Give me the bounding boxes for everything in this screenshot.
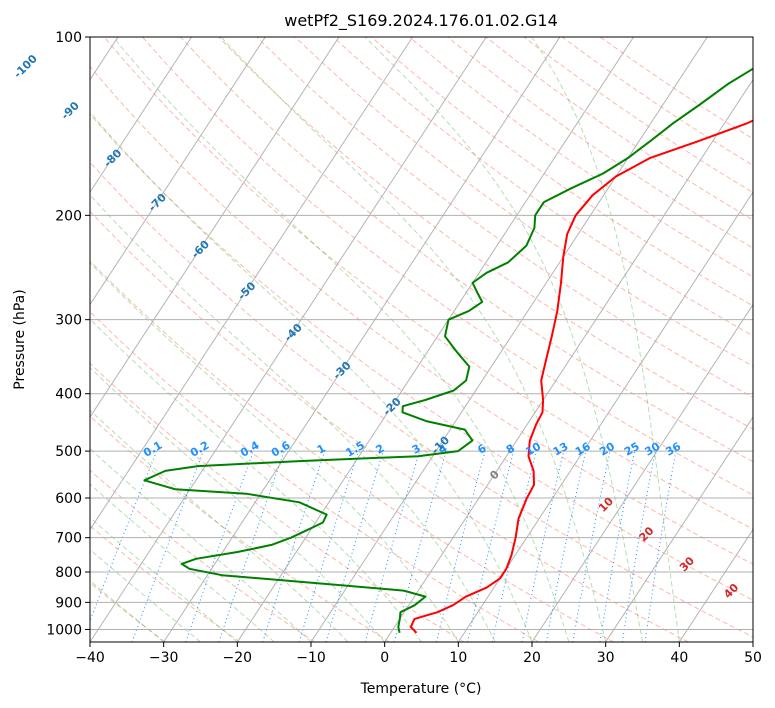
moist-adiabat-line [531,37,680,642]
isotherm-line [90,37,414,531]
y-tick-label: 900 [55,595,82,611]
dry-adiabat-line [103,37,753,530]
x-tick-label: 40 [670,650,688,666]
moist-adiabat-line [90,483,275,642]
moist-adiabat-line [364,37,643,642]
moist-adiabat-line [90,448,312,642]
isotherm-line [163,37,561,642]
moist-adiabat-line [112,37,570,642]
background-lines [90,37,753,642]
dry-adiabat-line [90,260,614,642]
chart-title: wetPf2_S169.2024.176.01.02.G14 [284,11,558,31]
isotherm-line [90,37,266,306]
y-tick-label: 1000 [46,622,82,638]
x-tick-label: 30 [597,650,615,666]
y-tick-label: 400 [55,387,82,403]
mixing-ratio-line [467,450,515,642]
isotherm-line [310,37,708,642]
mixing-ratio-line [364,450,421,642]
mixing-ratio-line [185,450,254,642]
dry-adiabat-line [90,582,166,642]
dry-adiabat-line [90,310,540,642]
mixing-ratio-line [491,450,537,642]
y-axis-label: Pressure (hPa) [12,289,28,389]
isotherm-line [531,303,753,642]
moist-adiabat-line [90,111,533,642]
axis-ticks: −40 −30 −20 −10 0 10 20 30 40 50 100 200 300 400 500 60… [46,30,762,666]
moist-adiabat-line [220,37,607,642]
x-tick-label: 50 [744,650,762,666]
isotherm-label: -90 [59,99,82,122]
plot-frame [89,36,754,643]
x-tick-label: −10 [296,650,326,666]
y-tick-label: 800 [55,565,82,581]
mixing-ratio-line [435,450,486,642]
moist-adiabat-line [90,516,238,642]
x-tick-label: −30 [149,650,179,666]
isotherm-line [90,37,193,194]
isotherm-line [236,37,635,642]
dry-adiabat-line [142,37,753,496]
y-tick-label: 100 [55,30,82,46]
x-axis-label: Temperature (°C) [360,681,482,697]
isotherm-line [457,191,753,642]
isotherm-line [752,641,753,642]
y-tick-label: 700 [55,531,82,547]
dry-adiabat-line [180,37,753,463]
isotherm-line [605,416,753,642]
dry-adiabat-line [90,362,465,642]
x-tick-label: −20 [223,650,253,666]
isotherm-line [678,528,753,642]
temperature-profile-line [409,119,753,634]
dry-adiabat-line [90,469,315,642]
isotherm-line [384,78,753,642]
y-tick-label: 600 [55,491,82,507]
mixing-ratio-line [325,450,384,642]
moist-adiabat-line [90,261,459,642]
dry-adiabat-line [294,37,753,367]
x-tick-label: 10 [449,650,467,666]
profile-lines [143,67,753,634]
plot-background [90,37,753,642]
moist-adiabat-line [90,409,349,642]
isotherm-line [90,37,487,642]
mixing-ratio-line [262,450,326,642]
dry-adiabat-line [90,113,753,601]
mixing-ratio-line [298,450,360,642]
dry-adiabat-line [332,37,753,337]
dewpoint-profile-line [143,67,753,634]
dry-adiabat-line [90,65,753,565]
mixing-ratio-line [218,450,285,642]
isotherm-label: -100 [11,52,40,81]
isotherm-line [90,37,340,418]
x-tick-label: −40 [75,650,105,666]
x-tick-label: 20 [523,650,541,666]
y-tick-label: 200 [55,208,82,224]
x-tick-label: 0 [380,650,389,666]
dry-adiabat-line [90,415,390,642]
moist-adiabat-line [90,318,422,642]
dry-adiabat-line [90,210,689,642]
y-tick-label: 500 [55,444,82,460]
moist-adiabat-line [90,194,496,642]
mixing-ratio-line [521,450,565,642]
y-tick-label: 300 [55,313,82,329]
